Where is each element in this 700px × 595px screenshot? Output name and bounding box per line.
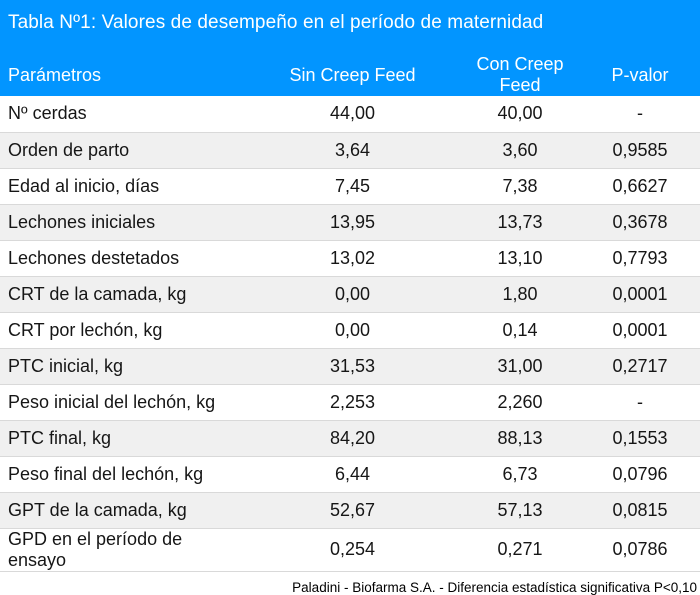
con-creep-feed-cell: 6,73 [460,456,580,493]
con-creep-feed-cell: 13,73 [460,204,580,241]
header-row: Parámetros Sin Creep Feed Con Creep Feed… [0,54,700,96]
table-row: CRT por lechón, kg 0,00 0,14 0,0001 [0,312,700,349]
con-creep-feed-cell: 40,00 [460,96,580,133]
footnote: Paladini - Biofarma S.A. - Diferencia es… [292,579,697,595]
sin-creep-feed-cell: 2,253 [245,384,460,421]
p-value-cell: 0,6627 [580,168,700,205]
p-value-cell: 0,0001 [580,276,700,313]
param-cell: Lechones iniciales [0,204,245,241]
column-header-sin-creep-feed: Sin Creep Feed [245,54,460,96]
con-creep-feed-cell: 3,60 [460,132,580,169]
con-creep-feed-cell: 1,80 [460,276,580,313]
p-value-cell: 0,0786 [580,528,700,572]
p-value-cell: 0,0001 [580,312,700,349]
table-body: Nº cerdas 44,00 40,00- Orden de parto 3,64 3,… [0,96,700,572]
param-cell: Orden de parto [0,132,245,169]
con-creep-feed-cell: 31,00 [460,348,580,385]
param-cell: GPD en el período de ensayo [0,528,245,572]
param-cell: Lechones destetados [0,240,245,277]
p-value-cell: 0,7793 [580,240,700,277]
sin-creep-feed-cell: 13,02 [245,240,460,277]
con-creep-feed-cell: 57,13 [460,492,580,529]
table-row: PTC final, kg 84,20 88,13 0,1553 [0,420,700,457]
p-value-cell: 0,0796 [580,456,700,493]
sin-creep-feed-cell: 7,45 [245,168,460,205]
table-row: Lechones destetados 13,02 13,10 0,7793 [0,240,700,277]
table-row: GPD en el período de ensayo 0,254 0,271 0,0… [0,528,700,572]
param-cell: Peso inicial del lechón, kg [0,384,245,421]
table-row: GPT de la camada, kg 52,67 57,13 0,0815 [0,492,700,529]
table-row: Peso final del lechón, kg 6,44 6,73 0,0796 [0,456,700,493]
param-cell: PTC final, kg [0,420,245,457]
p-value-cell: - [580,384,700,421]
table-row: Lechones iniciales 13,95 13,73 0,3678 [0,204,700,241]
con-creep-feed-cell: 88,13 [460,420,580,457]
performance-table: Parámetros Sin Creep Feed Con Creep Feed… [0,54,700,572]
param-cell: CRT de la camada, kg [0,276,245,313]
sin-creep-feed-cell: 84,20 [245,420,460,457]
p-value-cell: 0,2717 [580,348,700,385]
sin-creep-feed-cell: 0,00 [245,276,460,313]
p-value-cell: 0,9585 [580,132,700,169]
sin-creep-feed-cell: 44,00 [245,96,460,133]
con-creep-feed-cell: 0,14 [460,312,580,349]
table-header: Parámetros Sin Creep Feed Con Creep Feed… [0,54,700,96]
param-cell: GPT de la camada, kg [0,492,245,529]
table-row: Peso inicial del lechón, kg 2,253 2,260- [0,384,700,421]
sin-creep-feed-cell: 0,00 [245,312,460,349]
sin-creep-feed-cell: 3,64 [245,132,460,169]
sin-creep-feed-cell: 6,44 [245,456,460,493]
param-cell: Nº cerdas [0,96,245,133]
param-cell: CRT por lechón, kg [0,312,245,349]
p-value-cell: 0,1553 [580,420,700,457]
p-value-cell: 0,0815 [580,492,700,529]
sin-creep-feed-cell: 13,95 [245,204,460,241]
table-row: Edad al inicio, días 7,45 7,38 0,6627 [0,168,700,205]
table-title: Tabla Nº1: Valores de desempeño en el pe… [0,0,700,54]
p-value-cell: - [580,96,700,133]
p-value-cell: 0,3678 [580,204,700,241]
column-header-p-valor: P-valor [580,54,700,96]
column-header-con-creep-feed: Con Creep Feed [460,54,580,96]
sin-creep-feed-cell: 31,53 [245,348,460,385]
column-header-parametros: Parámetros [0,54,245,96]
con-creep-feed-cell: 0,271 [460,528,580,572]
param-cell: PTC inicial, kg [0,348,245,385]
sin-creep-feed-cell: 52,67 [245,492,460,529]
table-row: Nº cerdas 44,00 40,00- [0,96,700,133]
table-row: Orden de parto 3,64 3,60 0,9585 [0,132,700,169]
con-creep-feed-cell: 2,260 [460,384,580,421]
con-creep-feed-cell: 13,10 [460,240,580,277]
sin-creep-feed-cell: 0,254 [245,528,460,572]
table-row: PTC inicial, kg 31,53 31,00 0,2717 [0,348,700,385]
table-row: CRT de la camada, kg 0,00 1,80 0,0001 [0,276,700,313]
param-cell: Peso final del lechón, kg [0,456,245,493]
param-cell: Edad al inicio, días [0,168,245,205]
con-creep-feed-cell: 7,38 [460,168,580,205]
